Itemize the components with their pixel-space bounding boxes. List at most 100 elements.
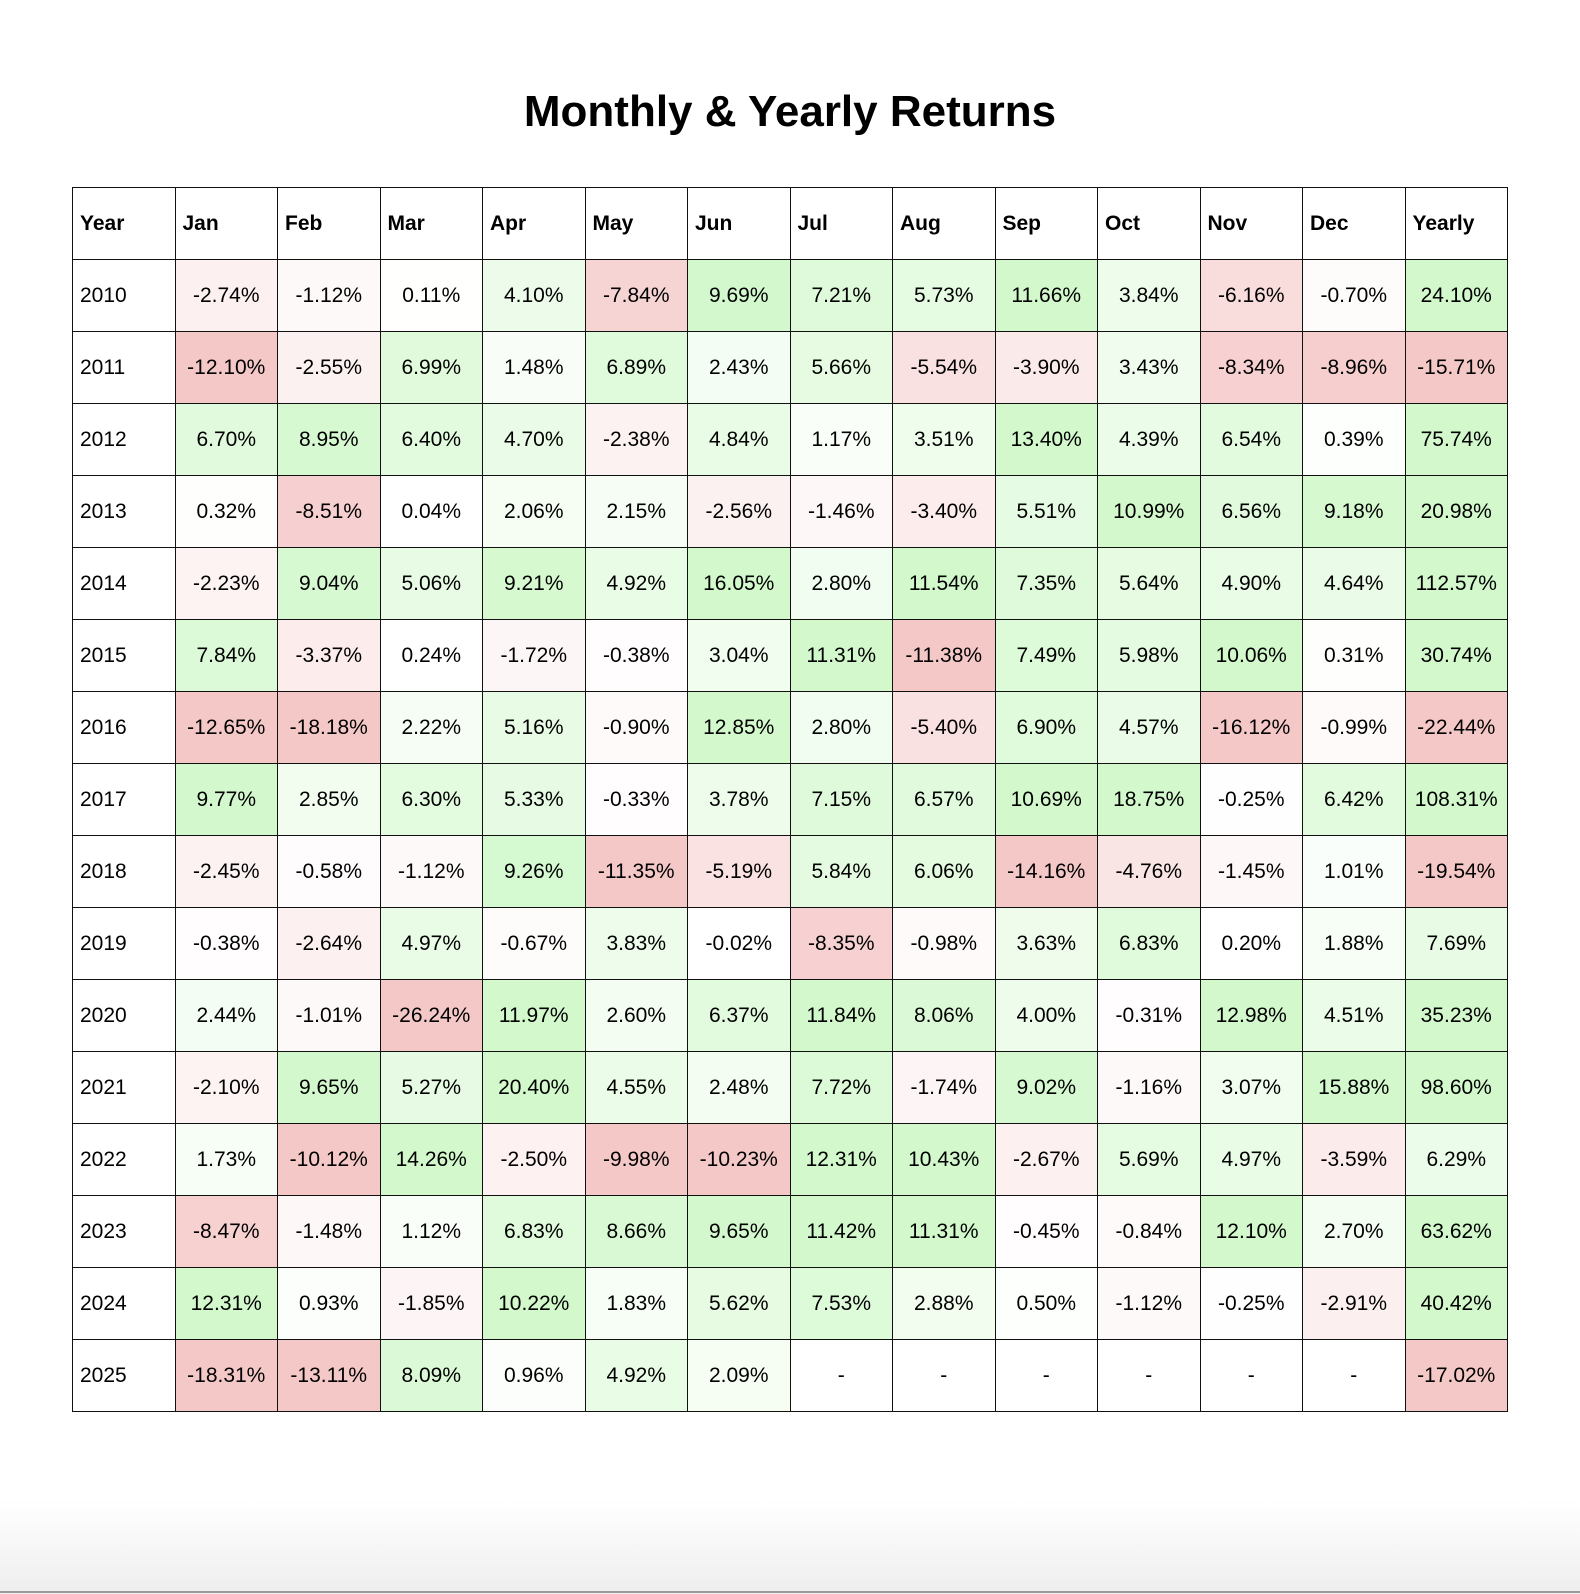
- year-cell: 2023: [72, 1195, 176, 1268]
- monthly-return-cell: 10.69%: [994, 763, 1098, 836]
- monthly-return-cell: 4.64%: [1302, 547, 1406, 620]
- monthly-return-cell: 6.83%: [1097, 907, 1201, 980]
- monthly-return-cell: 1.17%: [789, 403, 893, 476]
- monthly-return-cell: 5.98%: [1097, 619, 1201, 692]
- monthly-return-cell: 8.06%: [892, 979, 996, 1052]
- year-cell: 2017: [72, 763, 176, 836]
- monthly-return-cell: -3.59%: [1302, 1123, 1406, 1196]
- monthly-return-cell: 0.39%: [1302, 403, 1406, 476]
- year-cell: 2014: [72, 547, 176, 620]
- monthly-return-cell: 0.31%: [1302, 619, 1406, 692]
- monthly-return-cell: 1.12%: [379, 1195, 483, 1268]
- monthly-return-cell: 6.54%: [1199, 403, 1303, 476]
- yearly-return-cell: -19.54%: [1404, 835, 1508, 908]
- monthly-return-cell: 9.77%: [174, 763, 278, 836]
- monthly-return-cell: 3.78%: [687, 763, 791, 836]
- column-header-mar: Mar: [379, 187, 483, 260]
- table-row: 2015 7.84% -3.37% 0.24% -1.72% -0.38% 3.04% 11.…: [72, 619, 1508, 692]
- monthly-return-cell: 7.49%: [994, 619, 1098, 692]
- column-header-aug: Aug: [892, 187, 996, 260]
- monthly-return-cell: -0.58%: [277, 835, 381, 908]
- monthly-return-cell: 9.04%: [277, 547, 381, 620]
- monthly-return-cell: 15.88%: [1302, 1051, 1406, 1124]
- column-header-may: May: [584, 187, 688, 260]
- yearly-return-cell: 24.10%: [1404, 259, 1508, 332]
- monthly-return-cell: 3.63%: [994, 907, 1098, 980]
- monthly-return-cell: 5.73%: [892, 259, 996, 332]
- monthly-return-cell: 8.09%: [379, 1339, 483, 1412]
- monthly-return-cell: -1.45%: [1199, 835, 1303, 908]
- yearly-return-cell: 63.62%: [1404, 1195, 1508, 1268]
- monthly-return-cell: -0.99%: [1302, 691, 1406, 764]
- monthly-return-cell: -8.47%: [174, 1195, 278, 1268]
- monthly-return-cell: 3.04%: [687, 619, 791, 692]
- monthly-return-cell: 11.31%: [892, 1195, 996, 1268]
- yearly-return-cell: -22.44%: [1404, 691, 1508, 764]
- monthly-return-cell: 0.32%: [174, 475, 278, 548]
- monthly-return-cell: -: [892, 1339, 996, 1412]
- column-header-yearly: Yearly: [1404, 187, 1508, 260]
- monthly-return-cell: 3.83%: [584, 907, 688, 980]
- monthly-return-cell: 11.54%: [892, 547, 996, 620]
- monthly-return-cell: 10.22%: [482, 1267, 586, 1340]
- monthly-return-cell: -12.10%: [174, 331, 278, 404]
- monthly-return-cell: 0.04%: [379, 475, 483, 548]
- monthly-return-cell: -1.85%: [379, 1267, 483, 1340]
- monthly-return-cell: 1.01%: [1302, 835, 1406, 908]
- monthly-return-cell: -5.54%: [892, 331, 996, 404]
- monthly-return-cell: -: [1302, 1339, 1406, 1412]
- year-cell: 2016: [72, 691, 176, 764]
- column-header-jun: Jun: [687, 187, 791, 260]
- year-cell: 2022: [72, 1123, 176, 1196]
- monthly-return-cell: -2.23%: [174, 547, 278, 620]
- monthly-return-cell: 7.15%: [789, 763, 893, 836]
- monthly-return-cell: 0.24%: [379, 619, 483, 692]
- column-header-oct: Oct: [1097, 187, 1201, 260]
- table-row: 2014 -2.23% 9.04% 5.06% 9.21% 4.92% 16.05% 2.80…: [72, 547, 1508, 620]
- yearly-return-cell: -15.71%: [1404, 331, 1508, 404]
- monthly-return-cell: -1.12%: [1097, 1267, 1201, 1340]
- monthly-return-cell: 4.57%: [1097, 691, 1201, 764]
- bottom-shade: [0, 1500, 1580, 1594]
- monthly-return-cell: -3.90%: [994, 331, 1098, 404]
- monthly-return-cell: -8.51%: [277, 475, 381, 548]
- monthly-return-cell: 7.21%: [789, 259, 893, 332]
- monthly-return-cell: 6.99%: [379, 331, 483, 404]
- monthly-return-cell: 2.15%: [584, 475, 688, 548]
- monthly-return-cell: 16.05%: [687, 547, 791, 620]
- monthly-return-cell: -1.74%: [892, 1051, 996, 1124]
- monthly-return-cell: 4.55%: [584, 1051, 688, 1124]
- monthly-return-cell: 5.51%: [994, 475, 1098, 548]
- monthly-return-cell: 10.43%: [892, 1123, 996, 1196]
- yearly-return-cell: 7.69%: [1404, 907, 1508, 980]
- monthly-return-cell: 6.70%: [174, 403, 278, 476]
- monthly-return-cell: 4.90%: [1199, 547, 1303, 620]
- monthly-return-cell: -4.76%: [1097, 835, 1201, 908]
- yearly-return-cell: 98.60%: [1404, 1051, 1508, 1124]
- monthly-return-cell: 6.30%: [379, 763, 483, 836]
- table-row: 2020 2.44% -1.01% -26.24% 11.97% 2.60% 6.37% 11…: [72, 979, 1508, 1052]
- column-header-sep: Sep: [994, 187, 1098, 260]
- monthly-return-cell: 11.42%: [789, 1195, 893, 1268]
- monthly-return-cell: 4.84%: [687, 403, 791, 476]
- column-header-feb: Feb: [277, 187, 381, 260]
- yearly-return-cell: -17.02%: [1404, 1339, 1508, 1412]
- monthly-return-cell: -18.18%: [277, 691, 381, 764]
- yearly-return-cell: 35.23%: [1404, 979, 1508, 1052]
- monthly-return-cell: 5.64%: [1097, 547, 1201, 620]
- monthly-return-cell: 0.93%: [277, 1267, 381, 1340]
- monthly-return-cell: -: [1097, 1339, 1201, 1412]
- yearly-return-cell: 108.31%: [1404, 763, 1508, 836]
- monthly-return-cell: -2.50%: [482, 1123, 586, 1196]
- monthly-return-cell: 7.72%: [789, 1051, 893, 1124]
- column-header-jan: Jan: [174, 187, 278, 260]
- monthly-return-cell: -0.45%: [994, 1195, 1098, 1268]
- yearly-return-cell: 75.74%: [1404, 403, 1508, 476]
- monthly-return-cell: 14.26%: [379, 1123, 483, 1196]
- monthly-return-cell: -0.31%: [1097, 979, 1201, 1052]
- monthly-return-cell: 5.27%: [379, 1051, 483, 1124]
- monthly-return-cell: -0.98%: [892, 907, 996, 980]
- monthly-return-cell: 2.80%: [789, 547, 893, 620]
- table-row: 2024 12.31% 0.93% -1.85% 10.22% 1.83% 5.62% 7.5…: [72, 1267, 1508, 1340]
